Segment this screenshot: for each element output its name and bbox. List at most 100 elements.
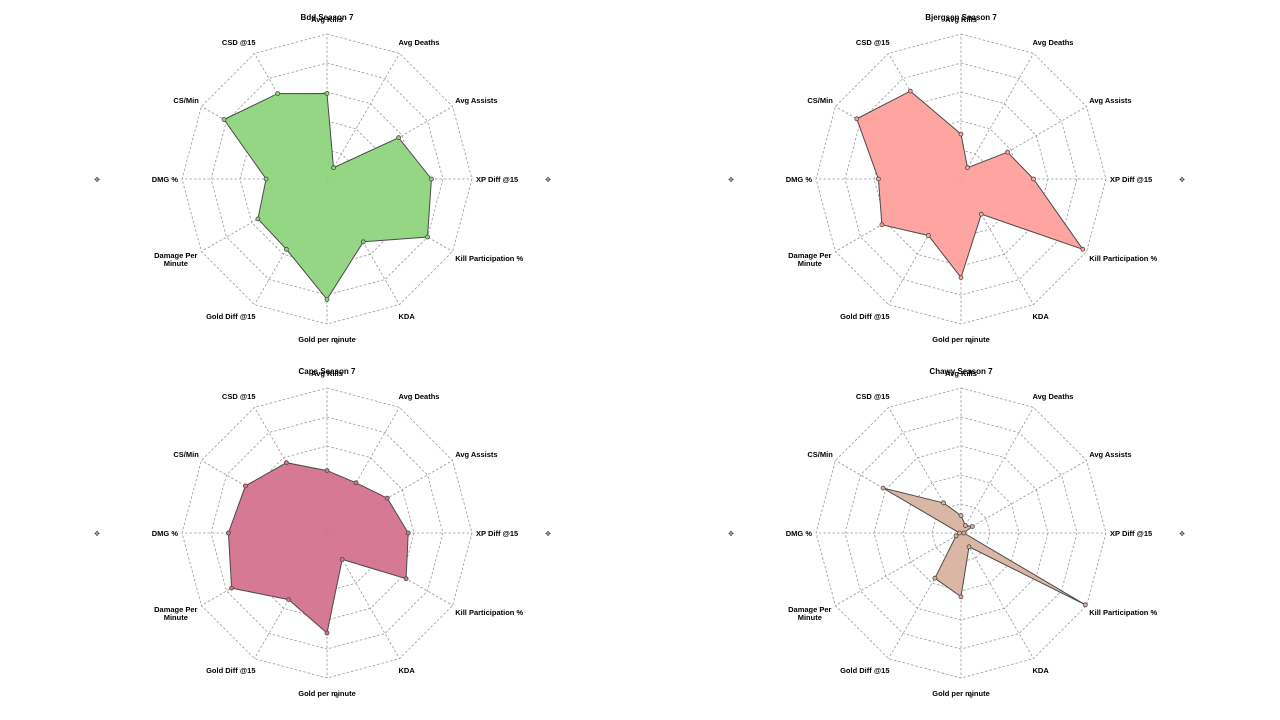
axis-label: Avg Kills [311, 15, 343, 24]
axis-label: Avg Deaths [399, 392, 440, 401]
data-point [324, 630, 330, 636]
grid-spoke [960, 53, 1034, 180]
data-point [958, 594, 964, 600]
grid-spoke [326, 53, 400, 180]
axis-label: DMG % [152, 529, 179, 538]
axis-label: Kill Participation % [455, 254, 523, 263]
data-point [966, 544, 972, 550]
axis-label: Avg Deaths [1033, 392, 1074, 401]
data-point [926, 233, 931, 238]
axis-label: Damage Per Minute [788, 605, 831, 622]
axis-label: CS/Min [173, 96, 199, 105]
grid-ring [844, 416, 1078, 650]
data-point [969, 524, 975, 529]
pin-icon: ✥ [968, 338, 974, 346]
axis-label: CSD @15 [222, 38, 256, 47]
axis-label: Gold per minute [298, 689, 356, 698]
axis-label: Avg Assists [455, 450, 497, 459]
axis-label: XP Diff @15 [476, 529, 518, 538]
data-point [965, 165, 970, 171]
data-point [283, 246, 289, 252]
data-point [907, 88, 913, 94]
data-point [229, 585, 235, 591]
data-point [1080, 246, 1086, 252]
data-point [353, 480, 359, 486]
data-point [324, 91, 330, 96]
grid-spoke [960, 532, 1034, 659]
series-area [227, 462, 409, 634]
axis-label: Gold per minute [298, 335, 356, 344]
chart-title: Chawy Season 7 [929, 367, 993, 376]
data-point [961, 530, 967, 536]
axis-label: CS/Min [807, 450, 833, 459]
chart-title: Caps Season 7 [299, 367, 356, 376]
axis-label: Kill Participation % [455, 608, 523, 617]
data-point [242, 483, 248, 489]
axis-label: Avg Assists [1089, 96, 1131, 105]
data-point [360, 239, 366, 245]
data-point [384, 495, 390, 501]
data-point [263, 176, 269, 182]
data-point [221, 117, 227, 122]
axis-label: KDA [1033, 666, 1050, 675]
axis-label: DMG % [786, 175, 813, 184]
axis-label: XP Diff @15 [1110, 529, 1152, 538]
data-point [1005, 149, 1010, 155]
chart-title: Bdd Season 7 [301, 13, 354, 22]
radar-panel-4: Avg Kills Avg Deaths Avg Assists XP Diff @1… [728, 367, 1185, 700]
axis-label: CS/Min [173, 450, 199, 459]
pin-icon: ✥ [545, 530, 551, 538]
data-point [331, 165, 336, 171]
axis-label: Damage Per Minute [154, 251, 197, 268]
axis-label: XP Diff @15 [476, 175, 518, 184]
axis-label: KDA [1033, 312, 1050, 321]
axis-label: Gold Diff @15 [206, 666, 255, 675]
axis-label: XP Diff @15 [1110, 175, 1152, 184]
axis-label: Gold per minute [932, 689, 990, 698]
grid-ring [210, 416, 444, 650]
data-point [879, 222, 885, 228]
data-point [963, 523, 968, 528]
data-point [403, 576, 409, 582]
radar-panel-3: Avg Kills Avg Deaths Avg Assists XP Diff @1… [94, 367, 551, 700]
axis-label: Avg Kills [945, 15, 977, 24]
data-point [978, 211, 984, 217]
data-point [396, 135, 402, 141]
pin-icon: ✥ [728, 176, 734, 184]
data-point [275, 91, 281, 96]
axis-label: DMG % [152, 175, 179, 184]
axis-label: Gold per minute [932, 335, 990, 344]
radar-panel-2: Avg Kills Avg Deaths Avg Assists XP Diff @1… [728, 13, 1185, 346]
pin-icon: ✥ [1179, 176, 1185, 184]
data-point [876, 176, 881, 182]
axis-label: Gold Diff @15 [840, 666, 889, 675]
data-point [880, 485, 886, 491]
data-point [324, 468, 330, 474]
axis-label: Avg Kills [311, 369, 343, 378]
data-point [428, 176, 434, 182]
pin-icon: ✥ [334, 692, 340, 700]
pin-icon: ✥ [94, 176, 100, 184]
data-point [953, 533, 959, 539]
data-point [854, 116, 860, 122]
axis-label: CSD @15 [856, 38, 890, 47]
data-point [405, 530, 411, 536]
data-point [1082, 602, 1088, 608]
data-point [283, 460, 289, 466]
axis-label: Damage Per Minute [154, 605, 197, 622]
axis-label: KDA [399, 312, 416, 321]
data-point [255, 216, 261, 222]
pin-icon: ✥ [728, 530, 734, 538]
axis-label: Kill Participation % [1089, 254, 1157, 263]
pin-icon: ✥ [968, 692, 974, 700]
pin-icon: ✥ [1179, 530, 1185, 538]
pin-icon: ✥ [545, 176, 551, 184]
pin-icon: ✥ [334, 338, 340, 346]
grid-spoke [960, 407, 1034, 534]
axis-label: Avg Assists [1089, 450, 1131, 459]
axis-label: KDA [399, 666, 416, 675]
data-point [941, 500, 946, 506]
axis-label: Gold Diff @15 [206, 312, 255, 321]
axis-label: Avg Kills [945, 369, 977, 378]
